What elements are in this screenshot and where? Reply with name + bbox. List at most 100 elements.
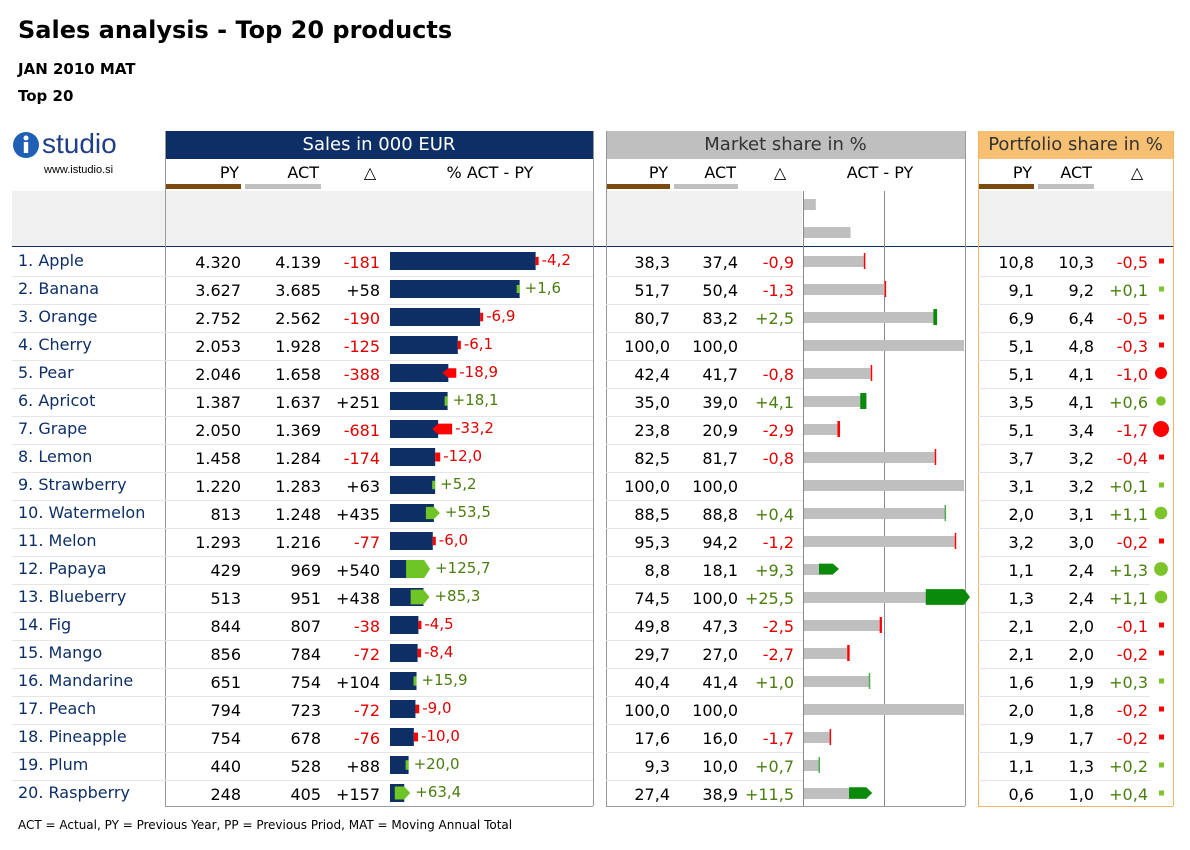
product-py: 1.293 (195, 533, 241, 552)
ms-py: 9,3 (644, 757, 670, 776)
ms-delta: +11,5 (744, 785, 794, 804)
pf-act: 1,3 (1068, 757, 1094, 776)
sales-act-bar (390, 308, 481, 326)
ms-act: 100,0 (692, 589, 738, 608)
pf-act: 1,0 (1068, 785, 1094, 804)
ms-act: 27,0 (702, 645, 738, 664)
pct-delta-label: -18,9 (459, 363, 498, 381)
product-delta: +251 (336, 393, 380, 412)
pct-delta-marker (432, 423, 453, 435)
product-py: 813 (210, 505, 241, 524)
ms-delta-marker (933, 309, 938, 325)
pf-delta-marker (1155, 367, 1167, 379)
product-act: 528 (290, 757, 321, 776)
ms-act: 88,8 (702, 505, 738, 524)
ms-py: 82,5 (634, 449, 670, 468)
product-act: 1.658 (275, 365, 321, 384)
pct-delta-label: -12,0 (443, 447, 482, 465)
ms-py: 100,0 (624, 477, 670, 496)
summary-ms-bar (804, 227, 851, 238)
ms-delta-marker (954, 533, 957, 549)
ms-delta: +0,7 (755, 757, 794, 776)
pf-py: 2,0 (1008, 505, 1034, 524)
ms-delta: -1,3 (762, 281, 794, 300)
product-py: 248 (210, 785, 241, 804)
product-label: 6. Apricot (18, 391, 96, 410)
ms-act-bar (804, 424, 838, 435)
pf-act: 3,1 (1068, 505, 1094, 524)
pct-delta-marker (410, 589, 430, 605)
product-label: 11. Melon (18, 531, 97, 550)
ms-delta-marker (829, 729, 832, 745)
ms-py: 42,4 (634, 365, 670, 384)
col-delta: △ (363, 163, 377, 182)
ms-py: 51,7 (634, 281, 670, 300)
ms-act-bar (804, 732, 830, 743)
product-delta: +435 (336, 505, 380, 524)
pf-delta: +0,6 (1109, 393, 1148, 412)
pct-delta-marker (413, 676, 417, 686)
ms-py: 23,8 (634, 421, 670, 440)
pf-delta: -0,5 (1116, 253, 1148, 272)
pf-act: 2,4 (1068, 589, 1094, 608)
product-delta: +58 (346, 281, 380, 300)
portfolio-section-header: Portfolio share in % (978, 131, 1173, 159)
col-pf-act: ACT (1060, 163, 1092, 182)
product-act: 784 (290, 645, 321, 664)
ms-delta: +0,4 (755, 505, 794, 524)
ms-delta-marker (934, 449, 937, 465)
ms-py: 8,8 (644, 561, 670, 580)
ms-py: 49,8 (634, 617, 670, 636)
ms-act: 100,0 (692, 701, 738, 720)
pct-delta-marker (432, 536, 436, 546)
ms-delta-marker (879, 617, 882, 633)
pf-act: 2,0 (1068, 645, 1094, 664)
ms-py: 100,0 (624, 701, 670, 720)
sales-act-bar (390, 364, 449, 382)
product-label: 3. Orange (18, 307, 98, 326)
ms-act-bar (804, 480, 964, 491)
pf-delta: -0,2 (1116, 701, 1148, 720)
product-py: 794 (210, 701, 241, 720)
ms-py: 95,3 (634, 533, 670, 552)
pf-act-marker (1038, 184, 1094, 189)
pct-delta-label: +63,4 (415, 783, 461, 801)
ms-act: 10,0 (702, 757, 738, 776)
pct-delta-marker (435, 452, 441, 462)
ms-act-bar (804, 256, 864, 267)
ms-act-bar (804, 592, 964, 603)
product-label: 10. Watermelon (18, 503, 146, 522)
product-label: 5. Pear (18, 363, 74, 382)
pct-delta-marker (480, 312, 484, 322)
col-pct: % ACT - PY (446, 163, 534, 182)
pct-delta-label: +125,7 (435, 559, 491, 577)
pf-delta-marker (1159, 622, 1164, 628)
pf-act: 3,2 (1068, 449, 1094, 468)
product-delta: -72 (353, 645, 380, 664)
ms-act-bar (804, 564, 833, 575)
pf-py: 5,1 (1008, 421, 1034, 440)
pf-py: 9,1 (1008, 281, 1034, 300)
pct-delta-marker (432, 480, 436, 490)
col-act: ACT (287, 163, 319, 182)
product-py: 651 (210, 673, 241, 692)
product-delta: -72 (353, 701, 380, 720)
ms-delta: -0,8 (762, 365, 794, 384)
ms-delta-marker (819, 563, 839, 575)
pct-delta-label: -6,9 (486, 307, 515, 325)
pf-act: 1,7 (1068, 729, 1094, 748)
pct-delta-label: -8,4 (424, 643, 453, 661)
product-py: 2.046 (195, 365, 241, 384)
product-py: 2.050 (195, 421, 241, 440)
ms-act-bar (804, 312, 938, 323)
product-delta: -38 (353, 617, 380, 636)
product-label: 12. Papaya (18, 559, 107, 578)
top-subtitle: Top 20 (18, 87, 74, 105)
pct-delta-marker (418, 620, 422, 630)
pf-act: 4,8 (1068, 337, 1094, 356)
pf-delta: -0,3 (1116, 337, 1148, 356)
pf-delta: +1,1 (1109, 589, 1148, 608)
pf-act: 3,4 (1068, 421, 1094, 440)
product-act: 3.685 (275, 281, 321, 300)
product-act: 969 (290, 561, 321, 580)
